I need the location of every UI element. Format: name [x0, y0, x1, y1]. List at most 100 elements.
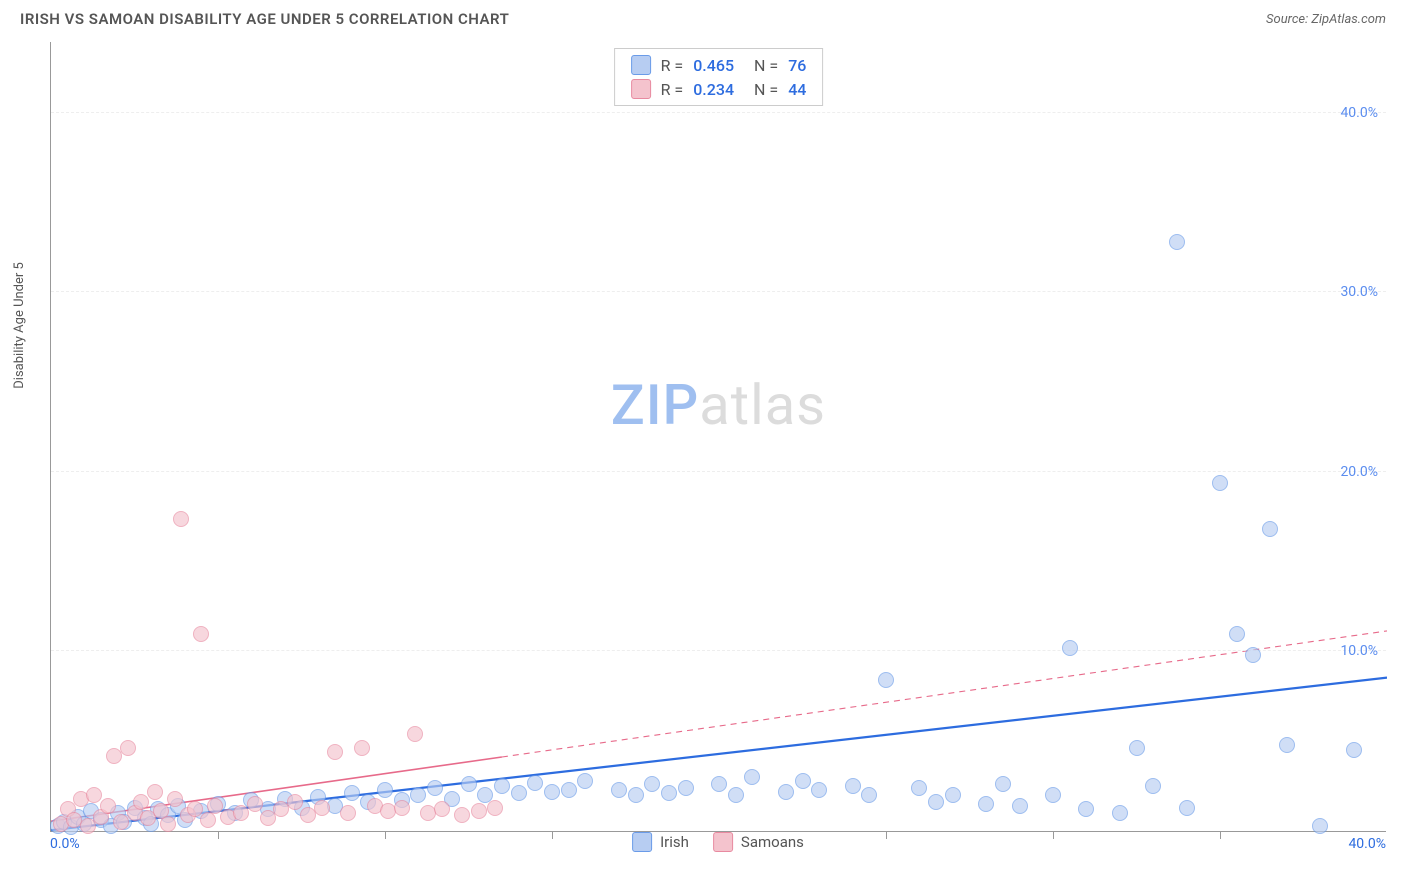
- stat-r-label: R =: [661, 80, 684, 99]
- legend-swatch: [713, 832, 733, 852]
- x-axis-max: 40.0%: [1348, 836, 1386, 852]
- scatter-point: [1245, 647, 1261, 663]
- grid-line: [51, 650, 1386, 651]
- scatter-point: [678, 780, 694, 796]
- y-tick-label: 20.0%: [1340, 464, 1378, 480]
- y-tick-label: 40.0%: [1340, 105, 1378, 121]
- legend-label: Irish: [660, 833, 689, 851]
- scatter-point: [471, 803, 487, 819]
- scatter-point: [995, 776, 1011, 792]
- scatter-point: [287, 794, 303, 810]
- scatter-point: [561, 782, 577, 798]
- scatter-point: [1012, 798, 1028, 814]
- scatter-point: [1229, 626, 1245, 642]
- x-axis-min: 0.0%: [50, 836, 80, 852]
- grid-line: [51, 471, 1386, 472]
- watermark-zip: ZIP: [611, 372, 699, 438]
- scatter-point: [487, 800, 503, 816]
- scatter-point: [911, 780, 927, 796]
- scatter-point: [728, 787, 744, 803]
- scatter-point: [344, 785, 360, 801]
- scatter-point: [511, 785, 527, 801]
- scatter-point: [1062, 640, 1078, 656]
- scatter-point: [628, 787, 644, 803]
- stat-r-label: R =: [661, 56, 684, 75]
- scatter-point: [544, 784, 560, 800]
- legend-stats: R = 0.465 N = 76 R = 0.234 N = 44: [614, 48, 824, 106]
- legend-item: Samoans: [713, 832, 804, 852]
- scatter-point: [1279, 737, 1295, 753]
- scatter-point: [1346, 742, 1362, 758]
- scatter-point: [928, 794, 944, 810]
- stat-n-label: N =: [754, 56, 778, 75]
- scatter-point: [711, 776, 727, 792]
- y-tick-label: 30.0%: [1340, 284, 1378, 300]
- chart-area: Disability Age Under 5 ZIPatlas R = 0.46…: [20, 42, 1386, 862]
- scatter-point: [845, 778, 861, 794]
- scatter-point: [340, 805, 356, 821]
- scatter-point: [200, 812, 216, 828]
- scatter-point: [454, 807, 470, 823]
- scatter-point: [1145, 778, 1161, 794]
- plot-region: ZIPatlas R = 0.465N = 76R = 0.234N = 44 …: [50, 42, 1386, 832]
- stat-r-value: 0.234: [693, 80, 734, 99]
- x-axis-row: 0.0% Irish Samoans 40.0%: [50, 832, 1386, 862]
- scatter-point: [1262, 521, 1278, 537]
- scatter-point: [394, 800, 410, 816]
- scatter-point: [147, 784, 163, 800]
- scatter-point: [100, 798, 116, 814]
- legend-stats-row: R = 0.234 N = 44: [615, 77, 823, 101]
- scatter-point: [795, 773, 811, 789]
- legend-series: Irish Samoans: [632, 832, 804, 852]
- scatter-point: [377, 782, 393, 798]
- scatter-point: [1078, 801, 1094, 817]
- scatter-point: [527, 775, 543, 791]
- chart-title: IRISH VS SAMOAN DISABILITY AGE UNDER 5 C…: [20, 10, 509, 28]
- legend-label: Samoans: [741, 833, 804, 851]
- chart-source: Source: ZipAtlas.com: [1266, 12, 1386, 27]
- scatter-point: [327, 744, 343, 760]
- scatter-point: [1129, 740, 1145, 756]
- scatter-point: [661, 785, 677, 801]
- scatter-point: [811, 782, 827, 798]
- regression-lines: [51, 42, 1387, 832]
- scatter-point: [945, 787, 961, 803]
- legend-swatch: [631, 55, 651, 75]
- scatter-point: [1212, 475, 1228, 491]
- scatter-point: [1112, 805, 1128, 821]
- y-axis-label: Disability Age Under 5: [12, 262, 27, 389]
- watermark-atlas: atlas: [699, 372, 826, 438]
- scatter-point: [1179, 800, 1195, 816]
- scatter-point: [314, 800, 330, 816]
- scatter-point: [611, 782, 627, 798]
- stat-r-value: 0.465: [693, 56, 734, 75]
- watermark: ZIPatlas: [611, 372, 826, 438]
- scatter-point: [167, 791, 183, 807]
- stat-n-label: N =: [754, 80, 778, 99]
- scatter-point: [978, 796, 994, 812]
- y-tick-label: 10.0%: [1340, 643, 1378, 659]
- stat-n-value: 76: [788, 56, 806, 75]
- scatter-point: [494, 778, 510, 794]
- scatter-point: [193, 626, 209, 642]
- scatter-point: [407, 726, 423, 742]
- scatter-point: [861, 787, 877, 803]
- scatter-point: [410, 787, 426, 803]
- scatter-point: [778, 784, 794, 800]
- scatter-point: [1169, 234, 1185, 250]
- scatter-point: [1045, 787, 1061, 803]
- chart-header: IRISH VS SAMOAN DISABILITY AGE UNDER 5 C…: [0, 0, 1406, 34]
- scatter-point: [160, 816, 176, 832]
- legend-stats-row: R = 0.465 N = 76: [615, 53, 823, 77]
- scatter-point: [577, 773, 593, 789]
- legend-item: Irish: [632, 832, 689, 852]
- scatter-point: [133, 794, 149, 810]
- scatter-point: [461, 776, 477, 792]
- scatter-point: [434, 801, 450, 817]
- scatter-point: [173, 511, 189, 527]
- legend-swatch: [632, 832, 652, 852]
- scatter-point: [427, 780, 443, 796]
- stat-n-value: 44: [788, 80, 806, 99]
- grid-line: [51, 291, 1386, 292]
- grid-line: [51, 112, 1386, 113]
